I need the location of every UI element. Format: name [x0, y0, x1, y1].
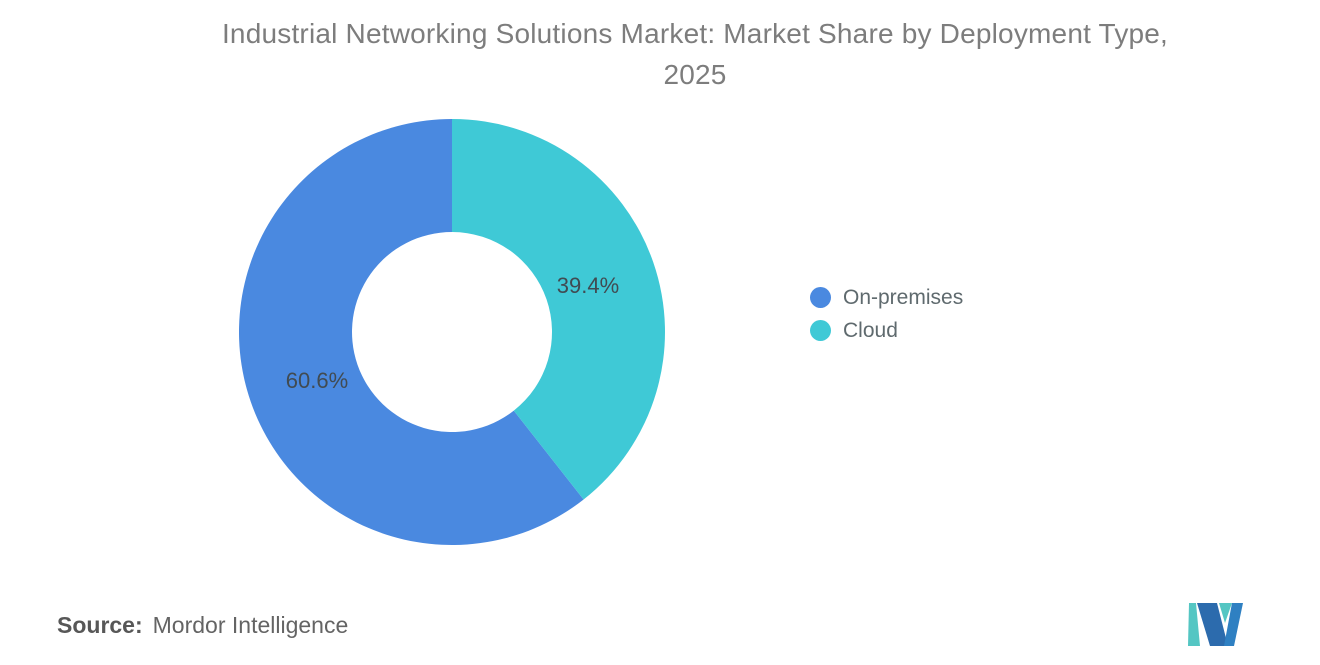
legend-item-cloud: Cloud [810, 314, 963, 347]
donut-chart [239, 119, 665, 545]
logo-main-diagonal [1197, 603, 1228, 646]
legend-label-cloud: Cloud [843, 318, 898, 342]
legend-item-on-premises: On-premises [810, 281, 963, 314]
source-value: Mordor Intelligence [152, 612, 349, 638]
mordor-intelligence-logo [1188, 603, 1243, 646]
legend-swatch-cloud [810, 320, 831, 341]
legend-swatch-on-premises [810, 287, 831, 308]
chart-title-line2: 2025 [663, 59, 727, 90]
chart-title: Industrial Networking Solutions Market: … [70, 13, 1320, 95]
donut-slice-cloud [452, 119, 665, 500]
donut-slice-on-premises [239, 119, 584, 545]
source-label: Source: [57, 612, 143, 638]
source-line: Source: Mordor Intelligence [57, 612, 348, 639]
logo-right-stroke [1224, 603, 1243, 646]
logo-middle-wedge [1219, 603, 1232, 623]
legend: On-premises Cloud [810, 281, 963, 347]
logo-left-leg [1188, 603, 1200, 646]
legend-label-on-premises: On-premises [843, 285, 964, 309]
slice-label-on-premises: 60.6% [285, 368, 349, 393]
chart-title-line1: Industrial Networking Solutions Market: … [221, 18, 1169, 49]
slice-label-cloud: 39.4% [556, 273, 620, 298]
